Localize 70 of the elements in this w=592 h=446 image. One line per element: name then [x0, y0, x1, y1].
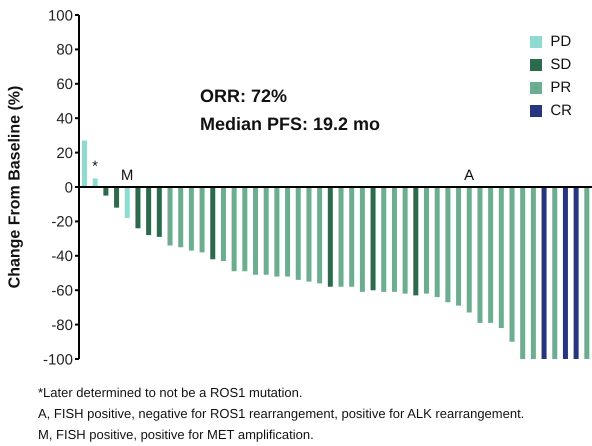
data-label: * — [91, 158, 99, 176]
bar — [338, 187, 344, 287]
y-tick-label: 80 — [56, 42, 73, 59]
y-tick-label: 40 — [56, 110, 73, 128]
bar — [434, 187, 440, 298]
annotation: ORR: 72% — [200, 86, 288, 107]
bar — [477, 187, 482, 323]
bar — [156, 187, 162, 237]
bar — [424, 187, 429, 294]
bar — [220, 187, 226, 261]
y-tick-label: 100 — [48, 7, 73, 24]
bar — [264, 187, 269, 275]
bar — [124, 187, 130, 218]
bar — [456, 187, 462, 306]
bar — [285, 187, 290, 276]
y-tick-label: -100 — [42, 351, 73, 368]
bar — [574, 187, 579, 359]
bar — [114, 187, 120, 208]
bar — [242, 187, 248, 272]
legend-label: PD — [550, 33, 572, 50]
legend-label: CR — [550, 102, 572, 119]
y-tick-label: 20 — [56, 144, 73, 162]
bar — [488, 187, 494, 323]
bar — [274, 187, 280, 276]
bar — [178, 187, 184, 248]
bar — [188, 187, 194, 251]
bar — [392, 187, 397, 292]
bar — [562, 187, 568, 359]
bar — [360, 187, 365, 292]
bar — [498, 187, 504, 328]
bar — [584, 187, 590, 359]
y-tick-label: 60 — [56, 76, 73, 94]
y-axis-title: Change From Baseline (%) — [6, 86, 24, 288]
bar — [253, 187, 258, 275]
y-tick-label: -20 — [51, 214, 73, 231]
bar — [200, 187, 205, 252]
bar — [530, 187, 536, 359]
y-tick-label: -60 — [51, 282, 73, 300]
bar — [135, 187, 140, 228]
data-label: M — [120, 167, 134, 185]
text: M, FISH positive, positive for MET amplification. — [38, 426, 315, 444]
bar — [168, 187, 172, 246]
legend-label: PR — [550, 79, 572, 96]
bar — [381, 187, 386, 292]
data-label: A — [463, 167, 476, 185]
bar — [328, 187, 333, 287]
bar — [510, 187, 514, 342]
annotation: Median PFS: 19.2 mo — [200, 114, 380, 135]
bar — [445, 187, 450, 302]
bar — [520, 187, 526, 359]
y-tick-label: 0 — [64, 179, 73, 196]
bar — [306, 187, 312, 282]
bar — [349, 187, 354, 287]
y-tick-label: -40 — [51, 248, 73, 266]
bar — [466, 187, 472, 313]
bar — [82, 140, 87, 187]
bar — [317, 187, 322, 284]
bar — [413, 187, 418, 296]
bar — [370, 187, 376, 290]
bar — [296, 187, 301, 280]
bar — [210, 187, 216, 260]
bar — [402, 187, 408, 294]
text: *Later determined to not be a ROS1 mutation. — [38, 384, 304, 402]
bar — [146, 187, 152, 236]
bar — [232, 187, 237, 272]
y-tick-label: -80 — [51, 316, 73, 334]
text: A, FISH positive, negative for ROS1 rearrangement, positive for ALK rearrangement. — [38, 405, 524, 423]
legend-label: SD — [550, 56, 572, 73]
bar — [552, 187, 558, 359]
bar — [542, 187, 547, 359]
